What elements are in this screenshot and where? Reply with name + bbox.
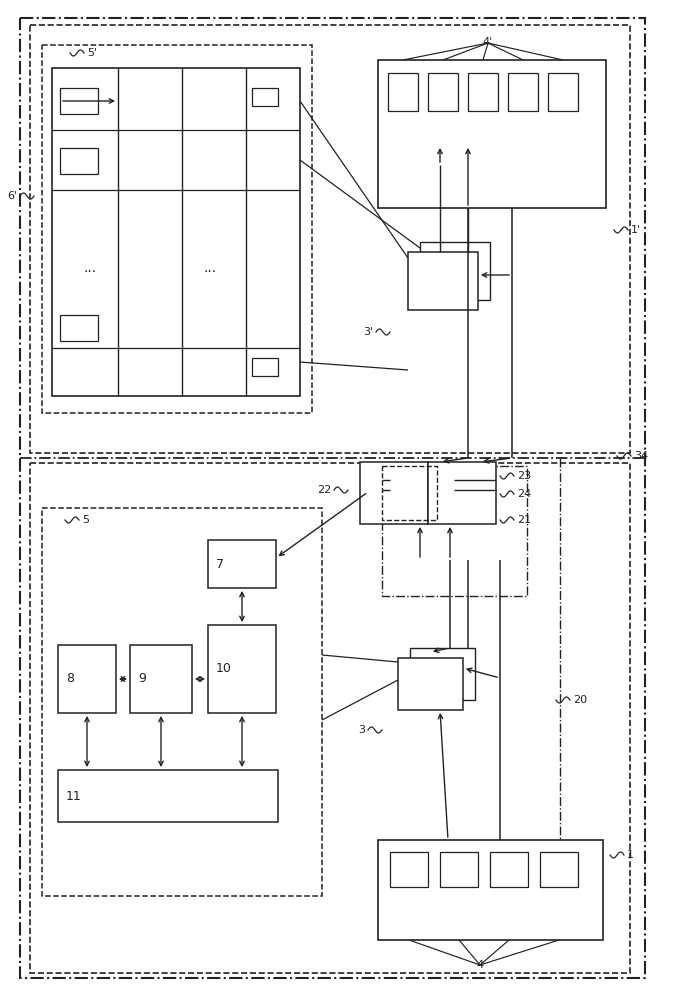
Text: 24: 24 [517, 489, 531, 499]
Bar [252, 88, 278, 106]
Bar [60, 88, 98, 114]
Bar [360, 462, 428, 524]
Bar [208, 540, 276, 588]
Bar [428, 73, 458, 111]
Bar [408, 252, 478, 310]
Bar [382, 466, 437, 520]
Text: 3': 3' [363, 327, 373, 337]
Text: 1: 1 [627, 850, 634, 860]
Text: ...: ... [204, 261, 217, 275]
Text: 11: 11 [66, 790, 82, 802]
Bar [58, 770, 278, 822]
Bar [208, 625, 276, 713]
Bar [378, 840, 603, 940]
Text: 21: 21 [517, 515, 531, 525]
Bar [42, 45, 312, 413]
Bar [468, 73, 498, 111]
Text: 1': 1' [631, 225, 641, 235]
Bar [378, 60, 606, 208]
Text: 4': 4' [483, 37, 493, 47]
Text: 3: 3 [358, 725, 365, 735]
Bar [42, 508, 322, 896]
Bar [440, 852, 478, 887]
Bar [398, 658, 463, 710]
Text: 5': 5' [87, 48, 97, 58]
Bar [548, 73, 578, 111]
Bar [30, 463, 630, 973]
Bar [390, 852, 428, 887]
Bar [428, 462, 496, 524]
Bar [58, 645, 116, 713]
Bar [30, 25, 630, 453]
Text: 10: 10 [216, 662, 232, 676]
Bar [130, 645, 192, 713]
Text: 34: 34 [634, 451, 648, 461]
Bar [252, 358, 278, 376]
Text: ...: ... [84, 261, 97, 275]
Text: 23: 23 [517, 471, 531, 481]
Text: 4: 4 [477, 960, 484, 970]
Text: 20: 20 [573, 695, 587, 705]
Bar [420, 242, 490, 300]
Bar [52, 68, 300, 396]
Bar [540, 852, 578, 887]
Text: 6': 6' [7, 191, 17, 201]
Bar [508, 73, 538, 111]
Bar [60, 148, 98, 174]
Text: 8: 8 [66, 672, 74, 686]
Bar [382, 466, 527, 596]
Bar [490, 852, 528, 887]
Text: 7: 7 [216, 558, 224, 570]
Bar [388, 73, 418, 111]
Text: 22: 22 [317, 485, 331, 495]
Bar [60, 315, 98, 341]
Text: 5: 5 [82, 515, 89, 525]
Bar [410, 648, 475, 700]
Text: 9: 9 [138, 672, 146, 686]
